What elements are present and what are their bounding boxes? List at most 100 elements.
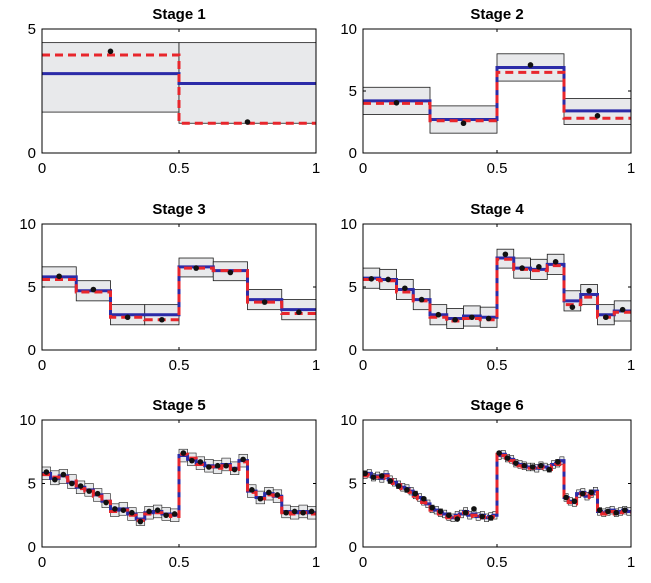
x-tick-label-2-0: 0: [359, 160, 367, 177]
x-tick-label-2-1: 0.5: [487, 160, 508, 177]
data-point-5-12: [146, 508, 152, 515]
x-tick-label-3-0: 0: [38, 357, 46, 374]
x-tick-label-4-1: 0.5: [487, 357, 508, 374]
data-point-6-5: [404, 487, 410, 493]
data-point-6-7: [421, 495, 427, 502]
data-point-6-6: [412, 490, 419, 497]
data-point-3-7: [296, 309, 302, 316]
y-tick-label-2-0: 0: [349, 145, 357, 162]
data-point-5-5: [86, 488, 92, 494]
x-tick-label-3-2: 1: [312, 357, 320, 374]
panel-title-6: Stage 6: [470, 397, 523, 414]
data-point-4-11: [552, 259, 559, 265]
y-tick-label-2-2: 10: [340, 21, 357, 38]
y-tick-label-6-2: 10: [340, 412, 357, 429]
data-point-5-31: [308, 508, 315, 515]
data-point-6-22: [546, 466, 553, 473]
data-point-4-14: [603, 314, 609, 321]
data-point-6-10: [445, 512, 452, 519]
y-tick-label-5-2: 10: [19, 412, 36, 429]
data-point-2-3: [594, 113, 601, 119]
truth-line-2: [363, 70, 631, 123]
truth-line-4: [363, 257, 631, 323]
data-point-6-14: [479, 513, 486, 520]
data-point-6-15: [488, 514, 494, 521]
data-point-3-5: [227, 269, 234, 276]
x-tick-label-4-0: 0: [359, 357, 367, 374]
data-point-4-1: [385, 276, 391, 283]
data-point-6-13: [471, 506, 477, 512]
data-point-5-29: [291, 508, 298, 515]
data-point-5-9: [120, 507, 127, 513]
data-point-4-13: [586, 287, 592, 294]
y-tick-label-1-1: 5: [28, 21, 36, 38]
data-point-5-7: [103, 499, 109, 506]
data-point-6-9: [437, 508, 444, 515]
data-point-5-22: [231, 466, 238, 473]
data-point-3-6: [261, 299, 268, 305]
x-tick-label-3-1: 0.5: [169, 357, 190, 374]
x-tick-label-6-1: 0.5: [487, 554, 508, 571]
data-point-4-4: [435, 311, 442, 318]
truth-line-6: [363, 452, 631, 521]
data-point-5-28: [283, 509, 289, 516]
data-point-6-11: [454, 516, 461, 522]
data-point-6-25: [571, 498, 578, 505]
data-point-5-10: [129, 509, 135, 516]
data-point-1-0: [107, 48, 114, 55]
panel-title-5: Stage 5: [152, 397, 205, 414]
data-point-5-1: [52, 476, 58, 483]
data-point-6-29: [605, 508, 611, 515]
x-tick-label-5-1: 0.5: [169, 554, 190, 571]
data-point-6-16: [496, 450, 502, 456]
data-point-4-12: [569, 304, 576, 310]
data-point-6-19: [521, 462, 528, 469]
x-tick-label-2-2: 1: [627, 160, 635, 177]
data-point-5-24: [249, 487, 255, 493]
data-point-6-24: [563, 494, 569, 501]
data-point-5-18: [197, 459, 204, 465]
data-point-5-13: [154, 507, 161, 513]
x-tick-label-6-2: 1: [627, 554, 635, 571]
x-tick-label-1-2: 1: [312, 160, 320, 177]
data-point-5-6: [94, 490, 101, 497]
data-point-4-9: [519, 265, 525, 271]
data-point-6-4: [395, 483, 402, 489]
data-point-6-20: [529, 464, 536, 470]
data-point-6-28: [596, 507, 603, 513]
data-point-6-30: [613, 509, 620, 516]
data-point-6-8: [429, 504, 435, 511]
data-point-4-0: [368, 276, 375, 282]
data-point-2-1: [460, 120, 467, 127]
data-point-5-30: [300, 509, 306, 516]
data-point-5-23: [240, 456, 246, 463]
data-point-4-8: [502, 251, 509, 258]
y-tick-label-6-0: 0: [349, 539, 357, 556]
data-point-3-0: [56, 273, 62, 280]
y-tick-label-5-0: 0: [28, 539, 36, 556]
panel-title-4: Stage 4: [470, 201, 524, 218]
x-tick-label-1-1: 0.5: [169, 160, 190, 177]
y-tick-label-1-0: 0: [28, 145, 36, 162]
x-tick-label-5-2: 1: [312, 554, 320, 571]
y-tick-label-4-2: 10: [340, 216, 357, 233]
data-point-6-23: [555, 459, 561, 465]
y-tick-label-4-0: 0: [349, 342, 357, 359]
data-point-5-0: [43, 469, 50, 475]
data-point-3-3: [159, 316, 165, 323]
x-tick-label-1-0: 0: [38, 160, 46, 177]
y-tick-label-4-1: 5: [349, 279, 357, 296]
data-point-4-15: [619, 306, 626, 313]
data-point-4-7: [485, 315, 492, 322]
data-point-6-21: [538, 462, 544, 469]
panel-title-1: Stage 1: [152, 6, 205, 23]
data-point-5-3: [69, 480, 75, 487]
x-tick-label-6-0: 0: [359, 554, 367, 571]
y-tick-label-5-1: 5: [28, 476, 36, 493]
data-point-5-25: [257, 495, 264, 502]
data-point-6-0: [363, 470, 368, 477]
